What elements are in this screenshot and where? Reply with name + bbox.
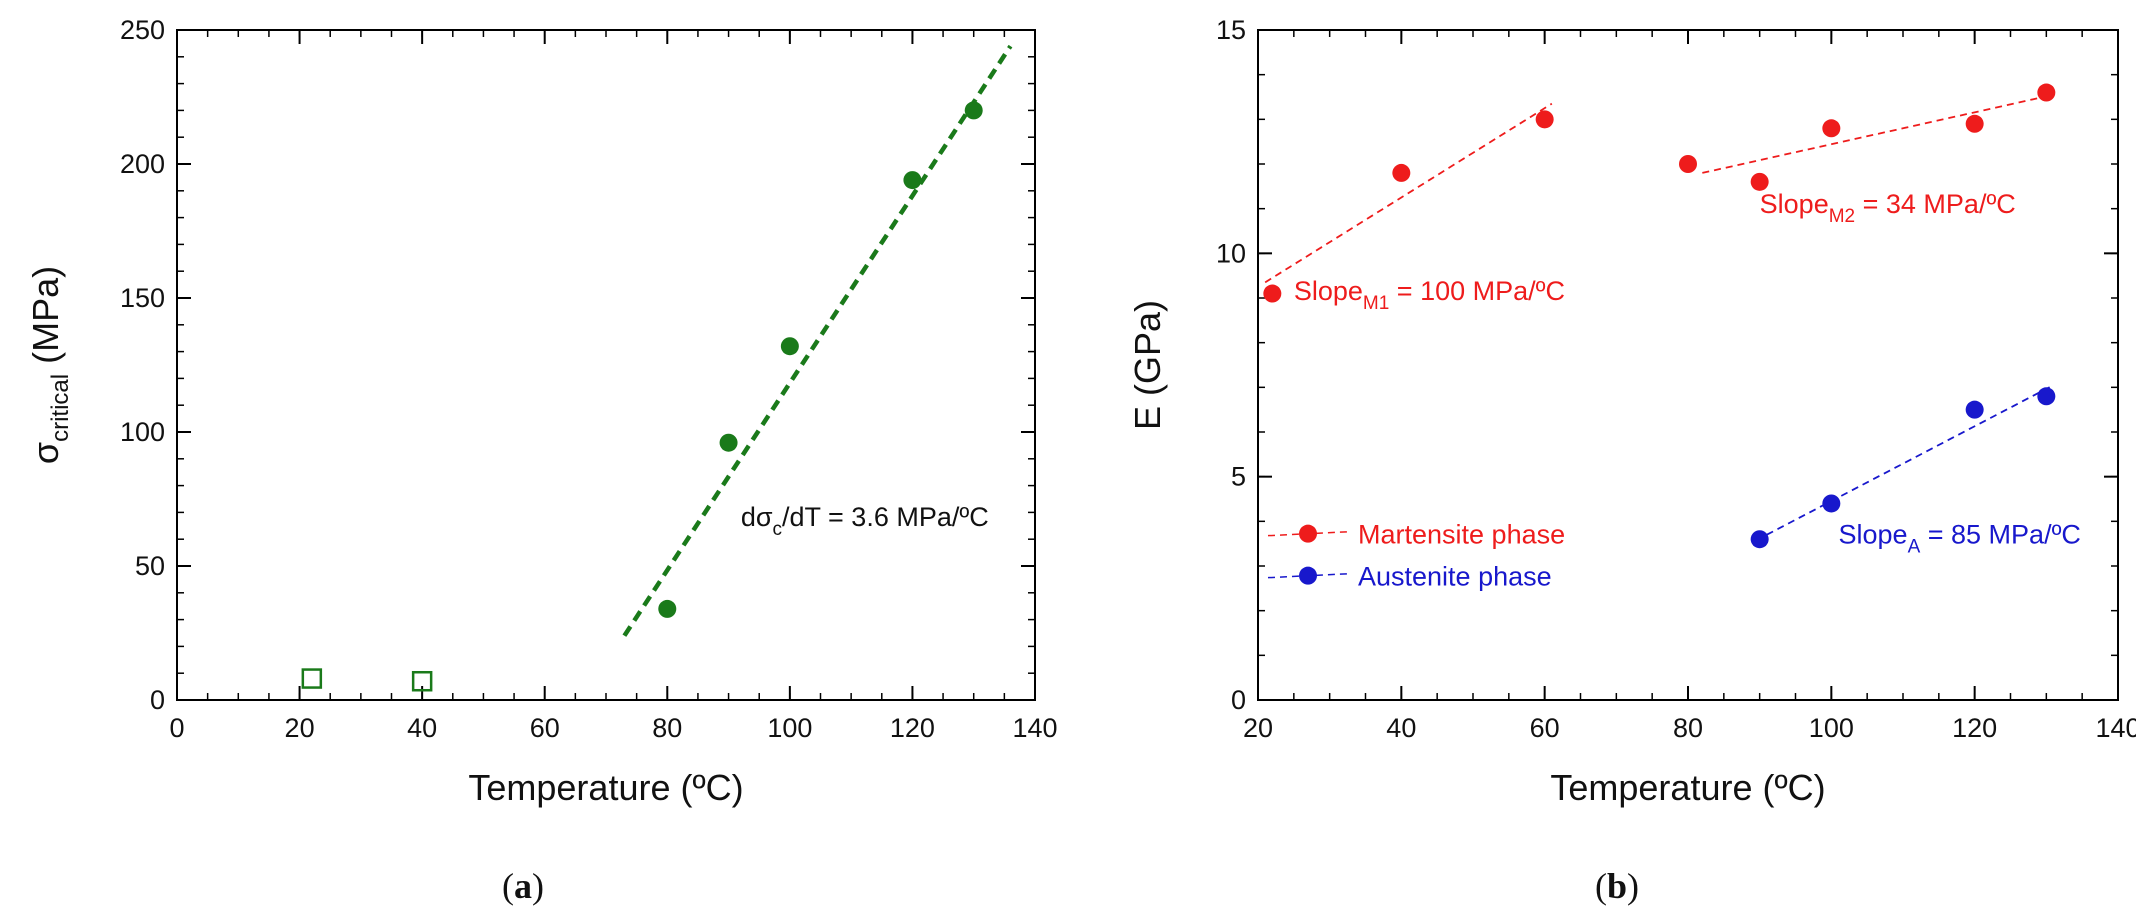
data-point-filled [780,337,799,356]
slope-annotation-b: SlopeM2 = 34 MPa/ºC [1760,189,2016,227]
legend-label: Austenite phase [1358,562,1552,592]
tick-labels-b: 20 40 60 80 100 120 140 0 5 10 15 [1216,15,2136,743]
data-point [2037,387,2056,406]
data-point [1392,163,1411,182]
data-point [2037,83,2056,102]
data-point [1263,284,1282,303]
data-point [1750,172,1769,191]
y-tick-label: 5 [1231,462,1246,492]
legend-label: Martensite phase [1358,520,1565,550]
x-tick-label: 20 [285,713,315,743]
panel-a: 0 20 40 60 80 100 120 140 0 50 100 150 200 250 dσc/dT… [25,15,1058,906]
x-tick-label: 40 [1386,713,1416,743]
y-tick-label: 200 [120,149,165,179]
slope-annotation-b-prefix: Slope [1760,189,1829,219]
slope-annotation-a-prefix: dσ [741,502,773,532]
data-point [1965,400,1984,419]
y-tick-label: 10 [1216,238,1246,268]
data-point [1822,119,1841,138]
panel-label-a: a [514,866,532,906]
legend-b: Martensite phase Austenite phase [1267,520,1565,592]
panel-caption-a: (a) [502,866,544,906]
y-axis-title-a-sub: critical [47,374,74,442]
slope-annotation-b-subscript: M2 [1829,206,1855,227]
plot-frame-a [176,29,1036,701]
slope-annotation-b-prefix: Slope [1294,276,1363,306]
fit-lines-b [1264,93,2054,536]
x-axis-title-b: Temperature (ºC) [1550,767,1825,808]
panel-caption-b: (b) [1595,866,1639,906]
fit-line [1766,384,2054,536]
tick-labels-a: 0 20 40 60 80 100 120 140 0 50 100 150 200 250 [120,15,1058,743]
data-point-filled [964,101,983,120]
axis-ticks-b [1257,29,2119,701]
panel-label-b: b [1607,866,1627,906]
data-point-open-square [301,668,323,689]
x-tick-label: 60 [1530,713,1560,743]
y-tick-label: 100 [120,417,165,447]
y-axis-title-a-unit: (MPa) [25,266,66,374]
fit-line [622,44,1013,637]
data-point [1822,494,1841,513]
data-points-b [1263,83,2056,549]
slope-annotation-b-suffix: = 34 MPa/ºC [1855,189,2016,219]
x-tick-label: 80 [652,713,682,743]
x-tick-label: 20 [1243,713,1273,743]
slope-annotation-b-suffix: = 85 MPa/ºC [1920,520,2081,550]
slope-annotation-a: dσc/dT = 3.6 MPa/ºC [741,502,989,540]
data-point [1965,114,1984,133]
slope-annotation-b: SlopeA = 85 MPa/ºC [1839,520,2081,558]
y-tick-label: 250 [120,15,165,45]
data-point-open-square [411,670,433,692]
x-tick-label: 100 [1809,713,1854,743]
slope-annotation-b-suffix: = 100 MPa/ºC [1389,276,1565,306]
x-tick-label: 140 [2095,713,2136,743]
y-tick-label: 15 [1216,15,1246,45]
slope-annotation-b-prefix: Slope [1839,520,1908,550]
slope-annotation-b: SlopeM1 = 100 MPa/ºC [1294,276,1565,314]
y-tick-label: 0 [1231,685,1246,715]
slope-annotation-a-subscript: c [773,519,783,540]
legend-marker [1299,566,1317,585]
y-tick-label: 50 [135,551,165,581]
y-axis-title-a-main: σ [25,442,66,464]
legend-marker [1299,524,1317,543]
y-tick-label: 150 [120,283,165,313]
fit-line [1702,93,2054,174]
x-tick-label: 140 [1012,713,1057,743]
x-tick-label: 40 [407,713,437,743]
fit-line [1264,102,1553,284]
y-tick-label: 0 [150,685,165,715]
data-points-a [301,101,983,692]
slope-annotation-b-subscript: M1 [1363,293,1389,314]
data-point-filled [903,171,922,190]
data-point [1679,155,1697,173]
x-axis-title-a: Temperature (ºC) [468,767,743,808]
annotations-a: dσc/dT = 3.6 MPa/ºC [741,502,989,540]
data-point-filled [658,599,677,618]
data-point [1535,110,1554,129]
data-point-filled [719,433,738,452]
x-tick-label: 0 [169,713,184,743]
data-point [1750,530,1769,549]
x-tick-label: 100 [767,713,812,743]
x-tick-label: 120 [1952,713,1997,743]
axis-ticks-a [176,29,1036,701]
slope-annotation-b-subscript: A [1908,537,1921,558]
y-axis-title-b: E (GPa) [1127,300,1168,430]
x-tick-label: 120 [890,713,935,743]
fit-lines-a [622,44,1013,637]
x-tick-label: 60 [530,713,560,743]
plot-frame-b [1257,29,2119,701]
y-axis-title-a: σcritical (MPa) [25,266,74,464]
x-tick-label: 80 [1673,713,1703,743]
slope-annotation-a-suffix: /dT = 3.6 MPa/ºC [782,502,989,532]
